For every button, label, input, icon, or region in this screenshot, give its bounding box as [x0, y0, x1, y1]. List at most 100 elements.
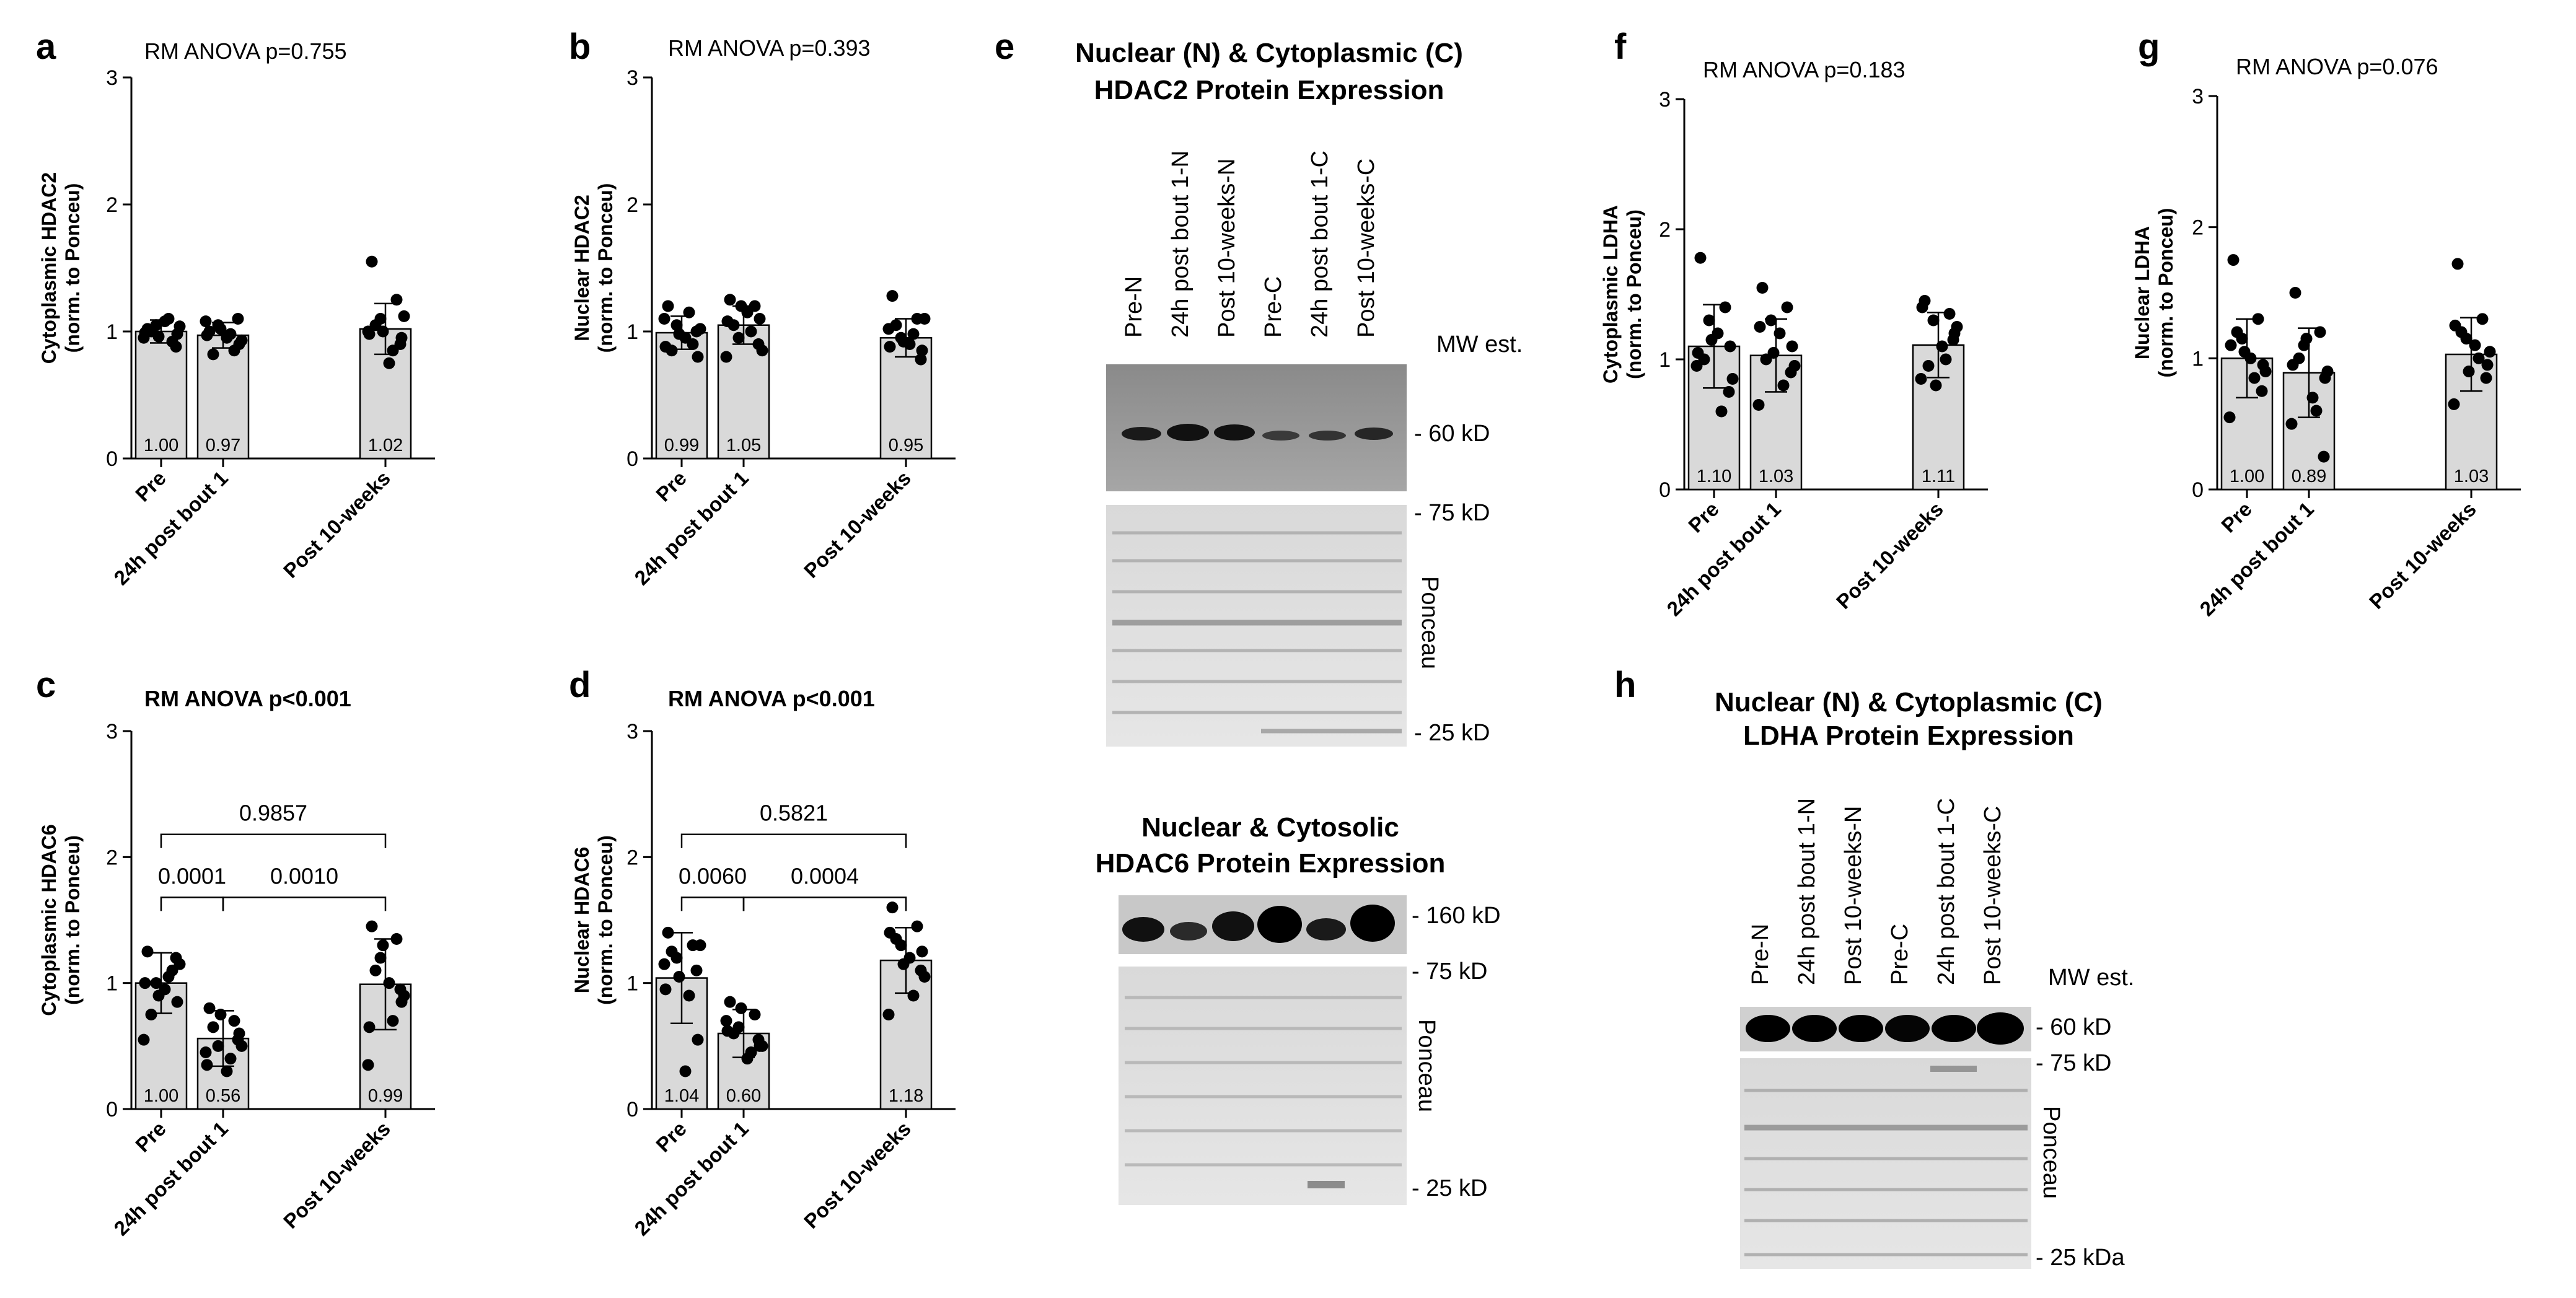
panel-letter: b [569, 27, 591, 67]
data-point [1726, 373, 1739, 385]
data-point [884, 926, 896, 939]
y-axis-label: (norm. to Ponceu) [594, 183, 617, 353]
data-point [1916, 301, 1928, 314]
data-point [1705, 334, 1718, 346]
panel-g: g RM ANOVA p=0.076 0 1 2 3 Nuclear LDHA (norm… [2131, 27, 2521, 620]
lane-label: Pre-C [1887, 924, 1913, 985]
y-axis-label: Cytoplasmic HDAC6 [38, 824, 60, 1015]
data-point [690, 964, 703, 976]
y-tick-label: 2 [626, 846, 638, 869]
data-point [721, 315, 734, 328]
data-point [200, 1046, 212, 1058]
comparison-p-value: 0.0010 [270, 863, 338, 888]
lane-label: Pre-N [1747, 924, 1774, 985]
data-point [2238, 346, 2251, 358]
lane-label: 24h post bout 1-N [1167, 151, 1193, 338]
data-point [673, 971, 685, 983]
data-point [363, 1021, 376, 1033]
data-point [915, 353, 927, 366]
data-point [907, 328, 920, 340]
data-point [1723, 386, 1735, 398]
data-point [2484, 346, 2496, 358]
category-label: 24h post bout 1 [630, 1117, 753, 1240]
anova-label: RM ANOVA p=0.076 [2236, 54, 2438, 79]
data-point [145, 1009, 157, 1020]
data-point [1754, 321, 1766, 333]
ponceau-label: Ponceau [1417, 576, 1443, 669]
data-point [207, 1021, 219, 1033]
data-point [683, 989, 695, 1002]
data-point [366, 255, 378, 268]
lane-label: Pre-C [1260, 276, 1286, 338]
data-point [754, 313, 766, 325]
data-point [720, 351, 732, 363]
comparison-p-value: 0.0004 [791, 863, 859, 888]
data-point [1927, 314, 1940, 327]
significance-bracket [742, 897, 907, 911]
data-point [141, 945, 154, 958]
ldha-ponceau-bands [1744, 1066, 2028, 1256]
data-point [2300, 333, 2313, 345]
bar-value-label: 1.02 [368, 436, 403, 455]
data-point [232, 313, 244, 325]
hdac2-bands [1122, 424, 1393, 441]
data-point [200, 315, 212, 328]
bar-value-label: 1.05 [726, 436, 761, 455]
bar-value-label: 0.99 [664, 436, 699, 455]
y-tick-label: 0 [106, 447, 118, 471]
significance-bracket [160, 897, 224, 911]
category-label: Pre [131, 1117, 170, 1157]
data-point [2285, 418, 2298, 430]
panel-d: d RM ANOVA p<0.001 0 1 2 3 Nuclear HDAC6 (nor… [569, 665, 956, 1240]
bar-value-label: 0.99 [368, 1086, 403, 1106]
data-point [890, 319, 902, 331]
data-point [2287, 359, 2299, 371]
y-tick-label: 3 [106, 720, 118, 743]
data-point [139, 327, 151, 339]
bar-value-label: 1.10 [1697, 467, 1731, 486]
panel-c: c RM ANOVA p<0.001 0 1 2 3 Cytoplasmic HDAC6… [36, 665, 435, 1240]
ponceau-marker-bottom: - 25 kD [1414, 720, 1490, 746]
lane-label: Post 10-weeks-N [1214, 159, 1240, 338]
data-point [212, 1040, 224, 1052]
data-point [662, 926, 674, 939]
data-point [1719, 301, 1731, 314]
blot-title-line1: Nuclear & Cytosolic [1141, 812, 1399, 843]
bar-value-label: 1.04 [664, 1086, 699, 1106]
category-label: 24h post bout 1 [109, 467, 232, 590]
y-axis-label: Nuclear HDAC2 [571, 195, 593, 341]
data-point [886, 290, 899, 302]
data-point [1781, 301, 1793, 314]
data-point [2256, 385, 2268, 397]
data-point [221, 1065, 233, 1077]
ponceau-marker-bottom: - 25 kD [1412, 1175, 1487, 1201]
data-point [918, 313, 931, 325]
category-label: 24h post bout 1 [109, 1117, 232, 1240]
data-point [658, 313, 670, 325]
data-point [162, 313, 175, 325]
y-tick-label: 3 [626, 66, 638, 90]
bar-value-label: 1.00 [144, 1086, 178, 1106]
y-axis-label: Nuclear LDHA [2131, 226, 2153, 359]
data-point [2248, 372, 2261, 384]
data-point [1951, 321, 1963, 333]
data-point [659, 983, 672, 996]
y-axis-label: Cytoplasmic HDAC2 [38, 172, 60, 364]
y-tick-label: 1 [626, 972, 638, 996]
data-point [1922, 360, 1935, 372]
data-point [2476, 313, 2489, 325]
data-point [1756, 282, 1769, 294]
data-point [882, 1009, 895, 1020]
y-tick-label: 2 [626, 193, 638, 217]
lane-label: 24h post bout 1-N [1794, 798, 1820, 985]
bar-value-label: 0.56 [206, 1086, 240, 1106]
data-point [1943, 308, 1956, 320]
data-point [735, 1002, 747, 1014]
y-tick-label: 2 [1659, 218, 1671, 242]
data-point [897, 335, 910, 348]
y-tick-label: 1 [626, 320, 638, 344]
data-point [756, 344, 768, 357]
data-point [2451, 258, 2464, 270]
data-point [724, 996, 736, 1008]
